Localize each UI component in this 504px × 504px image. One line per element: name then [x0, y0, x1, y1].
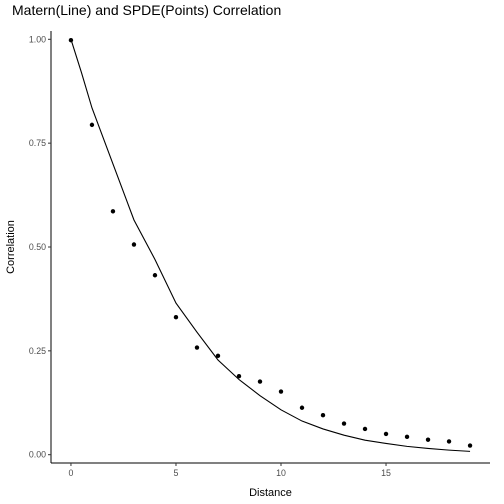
- y-tick-label: 0.00: [29, 450, 46, 460]
- x-tick-label: 15: [381, 468, 391, 478]
- spde-data-point: [257, 379, 263, 384]
- x-axis-title: Distance: [249, 487, 292, 499]
- spde-data-point: [320, 413, 326, 418]
- spde-data-point: [215, 353, 221, 359]
- x-tick-label: 0: [69, 468, 74, 478]
- spde-data-point: [68, 37, 74, 43]
- spde-data-point: [278, 389, 284, 394]
- spde-data-point: [194, 345, 200, 350]
- matern-series-line: [70, 39, 471, 452]
- x-axis-ticks: 0 5 10 15: [69, 463, 391, 478]
- spde-data-point: [425, 437, 431, 442]
- spde-data-point: [341, 421, 347, 426]
- spde-data-point: [383, 431, 389, 437]
- plot-area: [68, 37, 473, 452]
- spde-data-point: [404, 434, 410, 440]
- y-axis-ticks: 0.00 0.25 0.50 0.75 1.00: [29, 34, 51, 460]
- x-tick-label: 5: [174, 468, 179, 478]
- spde-data-point: [362, 426, 368, 432]
- y-tick-label: 0.25: [29, 346, 46, 356]
- spde-data-point: [131, 242, 137, 247]
- spde-data-point: [467, 443, 473, 448]
- spde-data-point: [236, 373, 242, 379]
- spde-data-point: [299, 405, 305, 410]
- chart-title: Matern(Line) and SPDE(Points) Correlatio…: [12, 2, 281, 18]
- y-axis-title: Correlation: [5, 220, 17, 274]
- spde-data-point: [110, 209, 116, 214]
- y-tick-label: 0.50: [29, 242, 46, 252]
- y-tick-label: 1.00: [29, 34, 46, 44]
- y-tick-label: 0.75: [29, 138, 46, 148]
- spde-data-point: [446, 439, 452, 444]
- x-tick-label: 10: [276, 468, 286, 478]
- spde-data-point: [152, 273, 158, 278]
- spde-data-point: [173, 315, 179, 320]
- spde-data-point: [89, 122, 95, 128]
